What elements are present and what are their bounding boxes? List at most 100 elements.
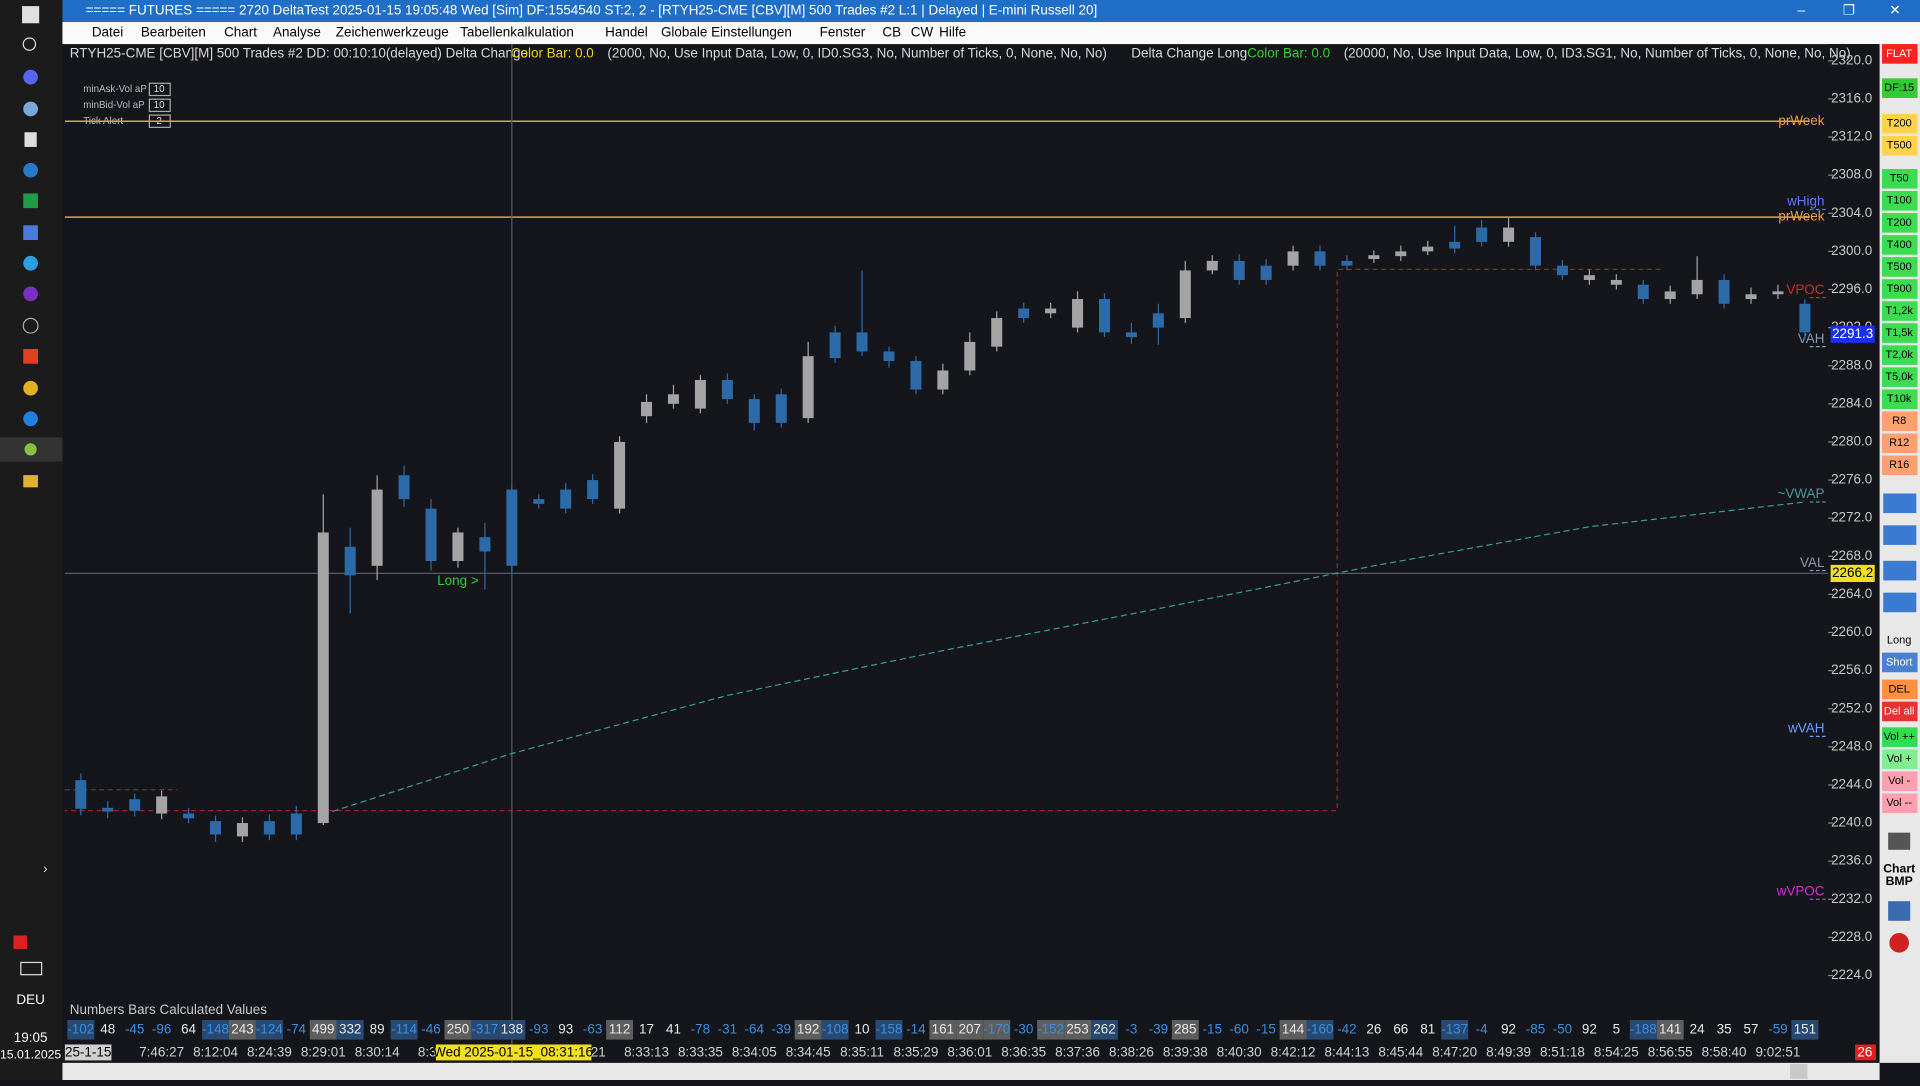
app-icon[interactable] [23,193,38,209]
menu-item[interactable]: Handel [605,25,648,40]
panel-button[interactable] [1882,389,1918,409]
scrollbar[interactable] [62,1062,1880,1080]
candle-body [1772,291,1784,295]
panel-button[interactable] [1882,727,1918,747]
menu-item[interactable]: CB [882,25,901,40]
panel-button[interactable] [1882,345,1918,365]
panel-button[interactable] [1882,630,1918,651]
delta-box [983,1020,1011,1040]
menu-item[interactable]: Globale Einstellungen [661,25,792,40]
delta-value: 332 [339,1021,361,1036]
panel-button[interactable] [1882,113,1918,134]
menu-item[interactable]: Analyse [273,25,321,40]
app-icon[interactable] [23,475,38,488]
app-icon[interactable] [23,286,38,302]
app-icon[interactable] [23,225,38,240]
app-icon[interactable] [23,380,38,396]
panel-button[interactable] [1882,257,1918,277]
app-icon[interactable] [23,162,38,178]
start-icon[interactable] [22,6,40,24]
panel-button[interactable] [1882,749,1918,769]
minimize[interactable]: – [1798,3,1806,18]
app-icon[interactable] [24,443,37,456]
tray-expand[interactable]: › [43,861,47,876]
clock-date[interactable]: 15.01.2025 [0,1048,61,1062]
delta-value: -170 [983,1021,1010,1036]
panel-button[interactable] [1882,701,1918,722]
icon-button[interactable] [1883,493,1917,514]
candle-body [344,546,356,576]
icon-button[interactable] [1883,525,1917,545]
clock-time[interactable]: 19:05 [14,1030,48,1045]
panel-button[interactable] [1882,191,1918,211]
menu-item[interactable]: Bearbeiten [141,25,206,40]
level-label: wHigh [1786,194,1824,209]
chart-bmp-label[interactable]: Chart [1883,862,1915,876]
menu-item[interactable]: Tabellenkalkulation [460,25,574,40]
delta-value: 112 [609,1021,630,1036]
maximize[interactable]: ❐ [1843,3,1855,18]
panel-button[interactable] [1882,323,1918,343]
language[interactable]: DEU [16,992,44,1007]
app-icon[interactable] [24,132,37,147]
panel-button[interactable] [1882,235,1918,255]
panel-button[interactable] [1882,433,1918,454]
save-button[interactable] [1888,901,1911,921]
menu-item[interactable]: Datei [92,25,123,40]
panel-button-label: R12 [1889,437,1909,449]
menu-item[interactable]: Zeichenwerkzeuge [336,25,449,40]
tray-icon[interactable] [13,935,27,949]
panel-button[interactable] [1882,135,1918,156]
delta-value: -30 [1014,1021,1033,1036]
close-chart-button[interactable] [1889,933,1909,953]
delta-value: 499 [312,1021,334,1036]
menu-item[interactable]: Fenster [820,25,866,40]
candle-body [1691,279,1703,295]
app-icon[interactable] [23,101,38,117]
panel-button[interactable] [1882,771,1918,792]
menu-item[interactable]: Hilfe [939,25,966,40]
app-icon[interactable] [23,255,38,271]
panel-button[interactable] [1882,301,1918,321]
search-icon[interactable] [22,37,37,51]
input-box[interactable] [148,82,171,97]
panel-button[interactable] [1882,455,1918,476]
panel-button[interactable] [1882,78,1918,98]
keyboard-icon[interactable] [20,961,43,976]
app-icon[interactable] [23,411,38,427]
candle-body [1583,275,1595,280]
delta-box [228,1020,256,1040]
panel-button[interactable] [1882,411,1918,432]
panel-button[interactable] [1882,679,1918,700]
print-button[interactable] [1888,832,1911,850]
app-icon[interactable] [22,317,39,334]
input-box[interactable] [148,98,171,113]
delta-value: 89 [370,1021,385,1036]
window-title: ===== FUTURES ===== 2720 DeltaTest 2025-… [86,3,1098,18]
menu-item[interactable]: Chart [224,25,257,40]
delta-value: 48 [100,1021,115,1036]
icon-button[interactable] [1883,592,1917,613]
delta-value: 93 [558,1021,573,1036]
input-value: 10 [154,84,165,95]
close[interactable]: ✕ [1889,3,1900,18]
panel-button[interactable] [1882,168,1918,189]
menu-item[interactable]: CW [911,25,934,40]
scroll-thumb[interactable] [1790,1064,1808,1079]
panel-button[interactable] [1882,652,1918,673]
candle-body [1395,251,1407,257]
panel-button[interactable] [1882,213,1918,233]
app-icon[interactable] [23,348,38,364]
icon-button[interactable] [1883,560,1917,581]
panel-button[interactable] [1882,793,1918,814]
y-tick-label: 2260.0 [1831,624,1872,639]
x-tick-label: 8:37:36 [1055,1045,1100,1060]
panel-button-label: T500 [1887,261,1912,273]
panel-button[interactable] [1882,44,1918,64]
panel-button-label: T5,0k [1885,371,1913,383]
chart-bmp-label[interactable]: BMP [1886,874,1913,888]
candle-body [317,532,329,824]
panel-button[interactable] [1882,367,1918,387]
panel-button[interactable] [1882,279,1918,299]
app-icon[interactable] [23,69,38,85]
